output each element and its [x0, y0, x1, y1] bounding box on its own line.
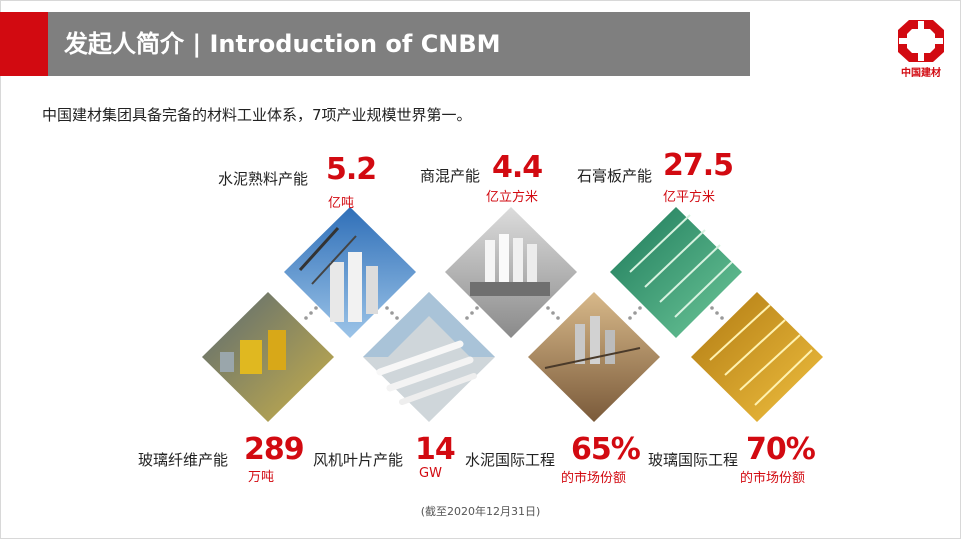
stat-label: 玻璃纤维产能	[138, 451, 229, 469]
stat-unit: 亿吨	[328, 196, 355, 211]
tile-glass-fiber-factory	[202, 292, 334, 422]
stat-unit: 亿立方米	[486, 190, 539, 205]
footnote-date: (截至2020年12月31日)	[420, 505, 541, 518]
cnbm-logo: 中国建材	[892, 16, 950, 80]
stat-label: 风机叶片产能	[313, 451, 404, 469]
stat-value: 5.2	[326, 152, 377, 187]
stat-label: 水泥熟料产能	[218, 170, 309, 188]
stat-label: 商混产能	[420, 167, 481, 185]
stat-value: 4.4	[492, 150, 543, 185]
stat-unit: 的市场份额	[561, 471, 627, 486]
header-bar: 发起人简介 | Introduction of CNBM	[48, 12, 750, 76]
stat-unit: GW	[419, 466, 442, 481]
cnbm-logo-icon	[898, 20, 944, 62]
stat-label: 石膏板产能	[577, 167, 653, 185]
stat-unit: 万吨	[248, 470, 275, 485]
logo-text: 中国建材	[901, 68, 941, 79]
stat-value: 14	[415, 432, 456, 467]
tile-cement-plant	[284, 207, 416, 338]
stat-label: 水泥国际工程	[465, 451, 556, 469]
tile-connectors	[304, 306, 724, 320]
stat-unit: 亿平方米	[663, 190, 716, 205]
tile-gypsum-line	[610, 207, 742, 338]
header-accent	[0, 12, 48, 76]
tile-ready-mix-plant	[445, 207, 577, 338]
tile-wind-blades	[363, 292, 495, 422]
stat-value: 27.5	[663, 148, 734, 183]
stat-value: 65%	[571, 432, 641, 467]
page-title: 发起人简介 | Introduction of CNBM	[64, 30, 501, 58]
tile-glass-engineering	[691, 292, 823, 422]
stat-value: 70%	[746, 432, 816, 467]
tile-cement-engineering	[528, 292, 660, 422]
intro-text: 中国建材集团具备完备的材料工业体系，7项产业规模世界第一。	[42, 106, 472, 124]
stat-unit: 的市场份额	[740, 471, 806, 486]
stat-label: 玻璃国际工程	[648, 451, 739, 469]
stat-value: 289	[244, 432, 305, 467]
